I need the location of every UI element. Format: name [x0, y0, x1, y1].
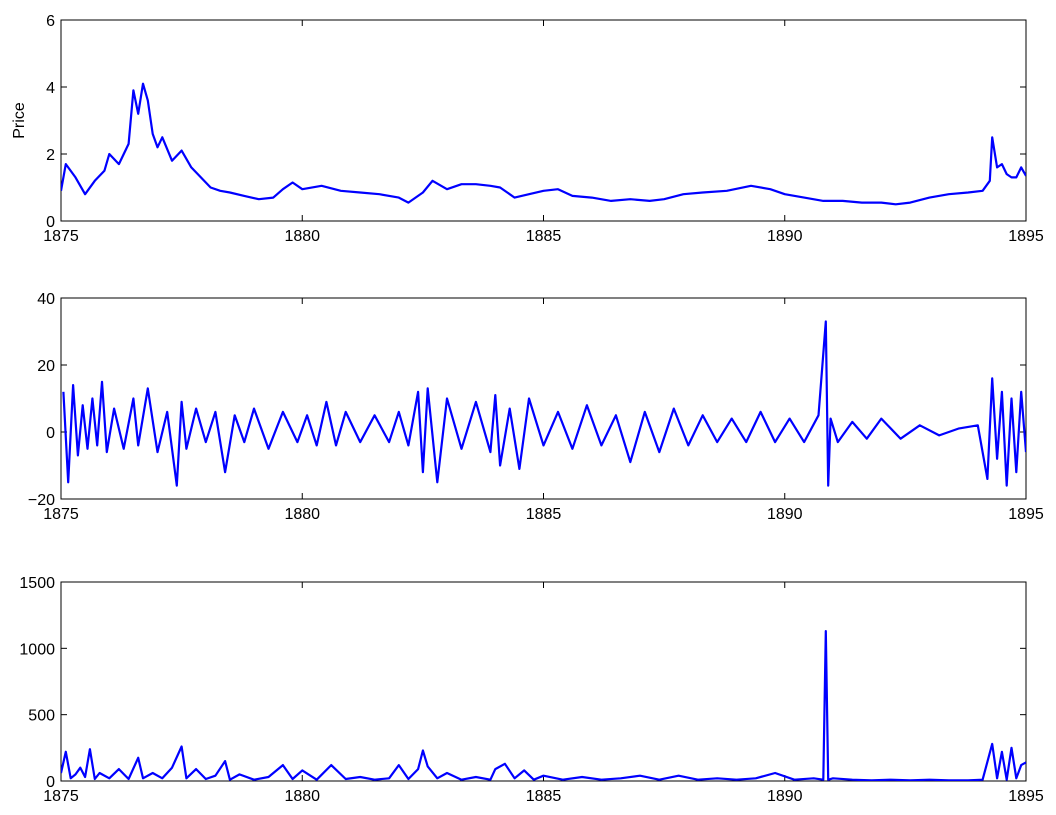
x-tick-label: 1885	[526, 228, 562, 245]
x-tick-label: 1875	[43, 228, 79, 245]
x-tick-label: 1890	[767, 228, 803, 245]
x-tick-label: 1880	[284, 788, 320, 805]
x-tick-label: 1890	[767, 788, 803, 805]
x-tick-label: 1875	[43, 506, 79, 523]
subplot-3: 1875 1880 1885 1890 1895 0 500 1000 1500	[19, 575, 1043, 805]
x-tick-label: 1895	[1008, 228, 1044, 245]
x-tick-label: 1895	[1008, 788, 1044, 805]
y-tick-label: 1000	[19, 641, 55, 658]
series-line-1	[61, 82, 1026, 206]
x-tick-label: 1880	[284, 506, 320, 523]
series-line-1	[61, 629, 1026, 781]
axes-frame	[60, 297, 1027, 500]
y-tick-label: 500	[28, 708, 55, 725]
y-tick-label: 4	[46, 80, 55, 97]
y-tick-label: 1500	[19, 575, 55, 592]
y-tick-label: 0	[46, 774, 55, 791]
y-tick-label: 2	[46, 147, 55, 164]
x-tick-label: 1875	[43, 788, 79, 805]
x-tick-label: 1885	[526, 506, 562, 523]
x-tick-label: 1890	[767, 506, 803, 523]
y-axis-label: Price	[11, 102, 28, 139]
axes-frame	[60, 581, 1027, 782]
y-tick-label: 0	[46, 425, 55, 442]
subplot-1: 1875 1880 1885 1890 1895 0 2 4 6 Price	[11, 13, 1044, 245]
x-tick-label: 1880	[284, 228, 320, 245]
y-tick-label: 20	[37, 358, 55, 375]
x-tick-label: 1895	[1008, 506, 1044, 523]
subplot-2: 1875 1880 1885 1890 1895 −20 0 20 40	[28, 291, 1044, 523]
y-tick-label: 0	[46, 214, 55, 231]
y-tick-label: 6	[46, 13, 55, 30]
y-tick-label: −20	[28, 492, 55, 509]
x-tick-label: 1885	[526, 788, 562, 805]
series-line-1	[62, 320, 1026, 487]
axes-frame	[60, 19, 1027, 222]
y-tick-label: 40	[37, 291, 55, 308]
